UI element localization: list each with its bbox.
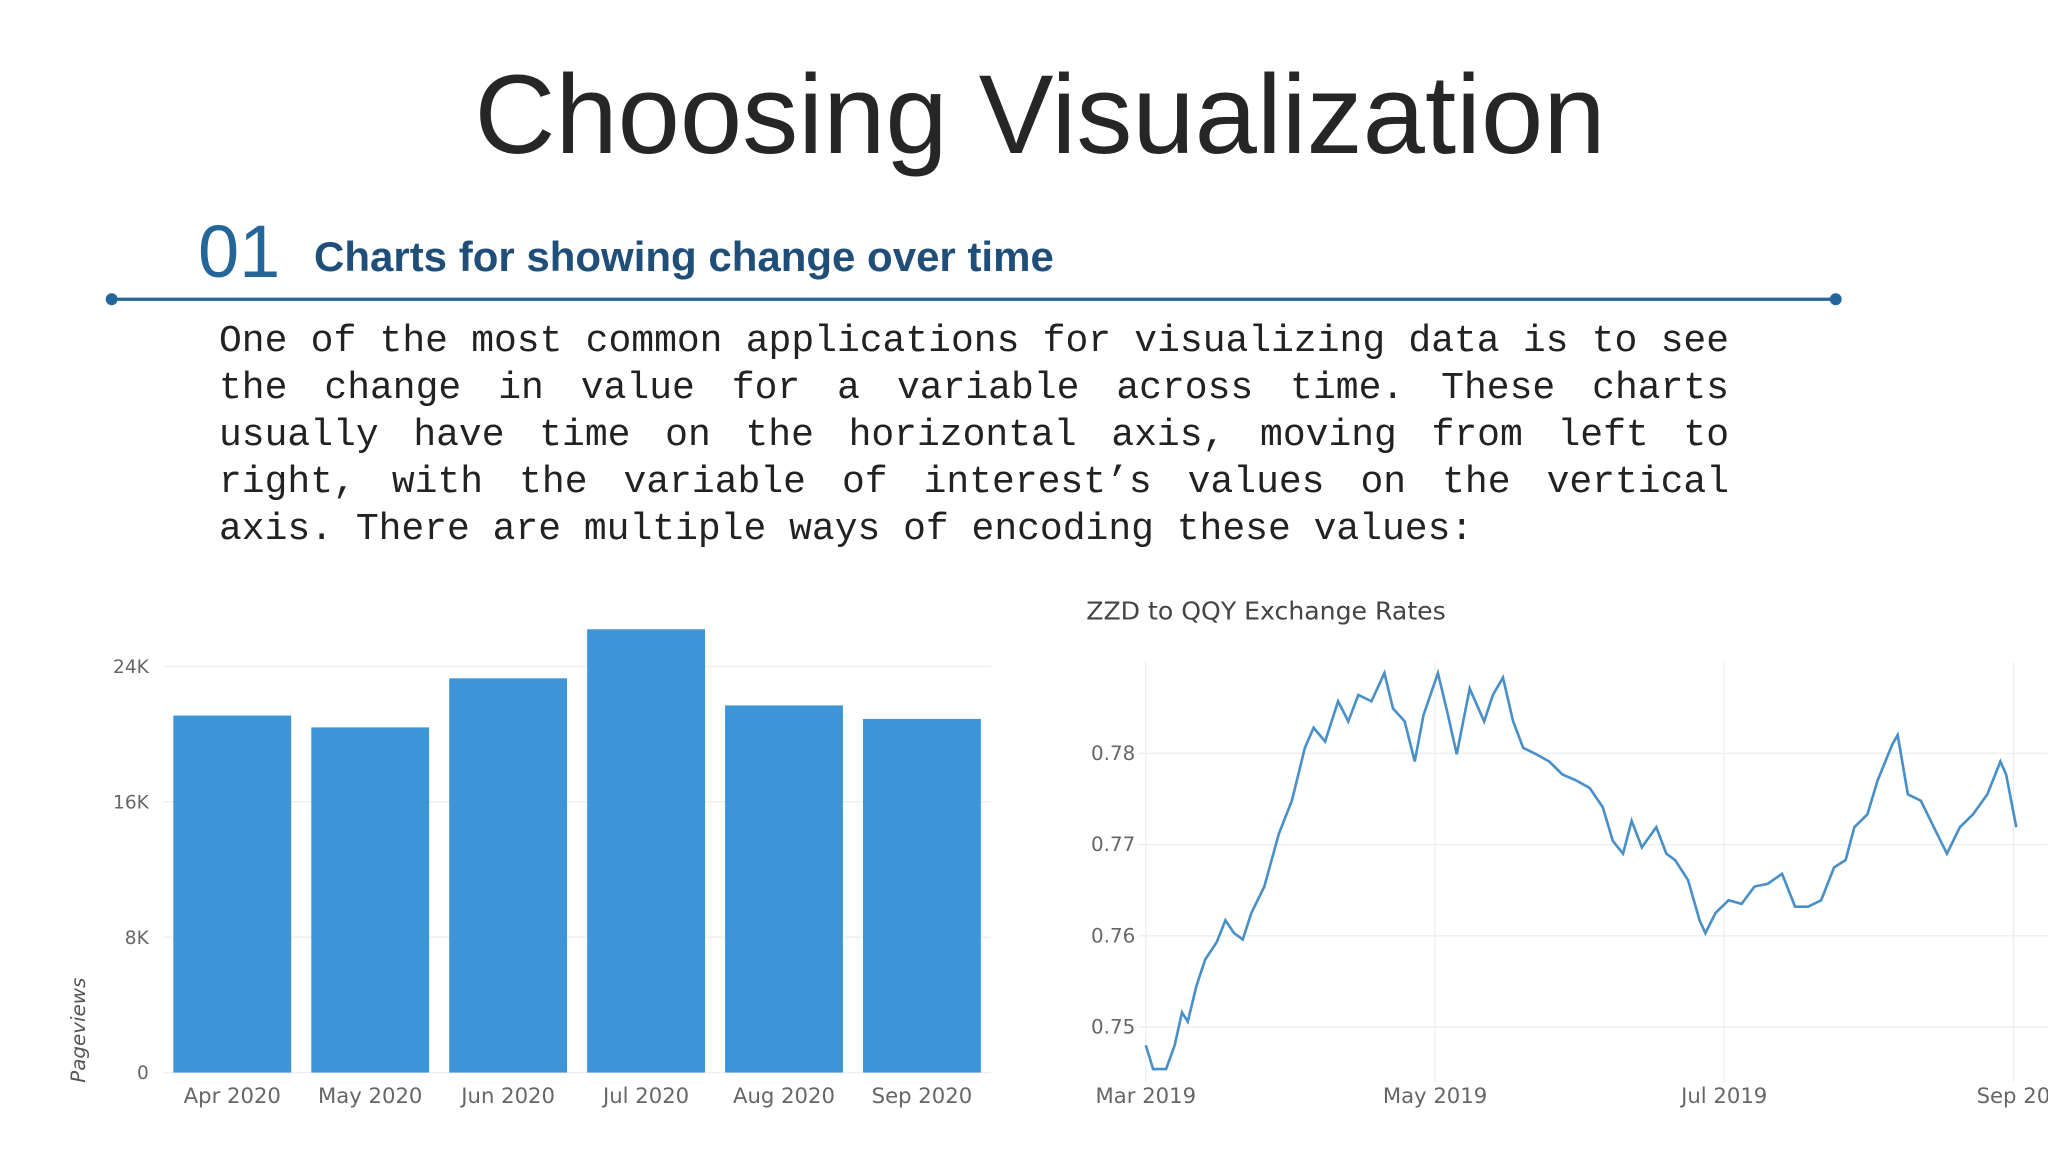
section-heading: Charts for showing change over time [314, 233, 1054, 280]
y-tick-label: 24K [113, 657, 150, 678]
x-tick-label: Jun 2020 [459, 1083, 555, 1108]
divider-dot [1829, 293, 1842, 306]
divider-dot [105, 293, 118, 306]
x-tick-label: Sep 2020 [872, 1083, 973, 1108]
body-text: One of the most common applications for … [219, 320, 1729, 551]
x-tick-label: Sep 20 [1977, 1083, 2048, 1108]
slide-title: Choosing Visualization [474, 52, 1606, 177]
bar [725, 705, 843, 1073]
section-number: 01 [198, 210, 281, 293]
bar [311, 727, 430, 1073]
x-tick-label: Apr 2020 [184, 1083, 281, 1108]
line-series [1144, 668, 2018, 1071]
y-tick-label: 8K [125, 928, 150, 949]
y-tick-label: 0.77 [1091, 833, 1135, 856]
bar [863, 718, 981, 1073]
chart-title: ZZD to QQY Exchange Rates [1086, 597, 1446, 626]
bar [449, 678, 568, 1073]
x-tick-label: Jul 2019 [1679, 1083, 1767, 1108]
x-tick-label: Jul 2020 [601, 1083, 689, 1108]
bar [587, 629, 705, 1073]
y-tick-label: 0.75 [1091, 1016, 1135, 1039]
y-tick-label: 16K [113, 792, 150, 813]
y-tick-label: 0 [137, 1063, 149, 1084]
y-tick-label: 0.76 [1091, 924, 1135, 947]
x-tick-label: May 2019 [1383, 1083, 1487, 1108]
x-tick-label: Mar 2019 [1096, 1083, 1197, 1108]
x-tick-label: May 2020 [318, 1083, 422, 1108]
bar [173, 715, 292, 1073]
y-axis-label: Pageviews [67, 978, 90, 1083]
x-tick-label: Aug 2020 [733, 1083, 835, 1108]
y-tick-label: 0.78 [1091, 742, 1135, 765]
